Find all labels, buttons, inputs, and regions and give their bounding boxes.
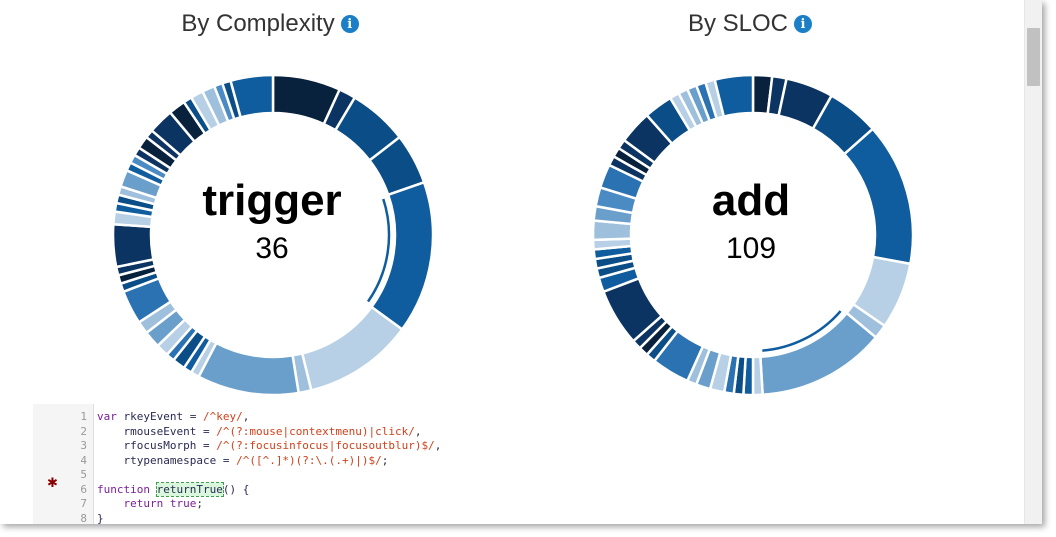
- code-token: ;: [381, 453, 389, 467]
- code-token: var: [97, 410, 117, 423]
- info-icon[interactable]: i: [794, 15, 813, 33]
- donut-slice[interactable]: [229, 73, 275, 119]
- line-number: 2: [80, 424, 87, 438]
- code-text: function returnTrue() {: [97, 481, 250, 497]
- line-number: 5: [80, 468, 87, 481]
- gear-icon[interactable]: ✱: [47, 475, 58, 490]
- code-token: ,: [414, 424, 422, 438]
- code-token: ,: [434, 439, 442, 452]
- line-number: 4: [80, 453, 87, 467]
- code-token: rfocusMorph =: [97, 439, 217, 452]
- line-number-gutter: [33, 404, 94, 524]
- complexity-donut-chart[interactable]: [106, 68, 440, 402]
- code-token: rkeyEvent =: [116, 410, 203, 423]
- code-text: var rkeyEvent = /^key/,: [97, 410, 249, 424]
- code-token: true: [169, 497, 197, 510]
- donut-slice[interactable]: [196, 341, 301, 397]
- code-token: return: [123, 497, 164, 510]
- line-number: 6: [80, 482, 87, 496]
- line-number: 8: [80, 511, 87, 525]
- code-token: [163, 497, 170, 510]
- code-token: /^(?:mouse|contextmenu)|click/: [216, 424, 415, 438]
- code-token: [97, 497, 124, 510]
- code-text: rfocusMorph = /^(?:focusinfocus|focusout…: [97, 439, 441, 453]
- line-number: 1: [80, 410, 87, 423]
- code-token: ,: [242, 410, 250, 423]
- info-icon[interactable]: i: [340, 15, 359, 33]
- sloc-title-text: By SLOC: [687, 10, 789, 37]
- line-number: 3: [80, 439, 87, 452]
- scrollbar-thumb[interactable]: [1027, 28, 1040, 86]
- report-panel: By Complexity i By SLOC i trigger 36 add…: [33, 0, 1042, 524]
- sloc-selected-name: add: [711, 176, 791, 225]
- line-number: 7: [80, 497, 87, 510]
- code-token: () {: [222, 482, 250, 496]
- code-token: /^key/: [202, 410, 243, 423]
- complexity-title-text: By Complexity: [181, 10, 335, 37]
- code-text: return true;: [97, 497, 204, 511]
- donut-slice[interactable]: [759, 311, 878, 397]
- complexity-selected-name: trigger: [202, 176, 342, 225]
- complexity-selected-value: 36: [255, 232, 289, 265]
- sloc-donut-chart[interactable]: [586, 68, 920, 402]
- code-token: /^([^.]*)(?:\.(.+)|)$/: [236, 453, 382, 467]
- code-viewer[interactable]: ✱ 1 var rkeyEvent = /^key/, 2 rmouseEvent …: [33, 404, 1023, 524]
- donut-slice[interactable]: [300, 305, 404, 392]
- sloc-selected-value: 109: [725, 232, 777, 265]
- sloc-chart-title: By SLOC i: [650, 8, 850, 40]
- code-text: rtypenamespace = /^([^.]*)(?:\.(.+)|)$/;: [97, 454, 388, 468]
- donut-slice[interactable]: [713, 73, 755, 119]
- code-token: rmouseEvent =: [97, 424, 217, 438]
- code-text: }: [97, 512, 104, 525]
- selected-slice-indicator: [762, 310, 842, 352]
- code-token: /^(?:focusinfocus|focusoutblur)$/: [216, 439, 435, 452]
- selected-slice-indicator: [366, 198, 391, 303]
- code-token: [150, 483, 157, 496]
- donut-slice[interactable]: [751, 355, 764, 397]
- code-text: rmouseEvent = /^(?:mouse|contextmenu)|cl…: [97, 424, 422, 439]
- vertical-scrollbar[interactable]: [1024, 0, 1042, 524]
- code-token: function: [97, 482, 150, 496]
- code-token: }: [97, 511, 104, 525]
- code-token: rtypenamespace =: [97, 453, 237, 467]
- highlighted-token[interactable]: returnTrue: [155, 481, 224, 497]
- complexity-chart-title: By Complexity i: [160, 8, 380, 40]
- code-token: ;: [196, 497, 203, 510]
